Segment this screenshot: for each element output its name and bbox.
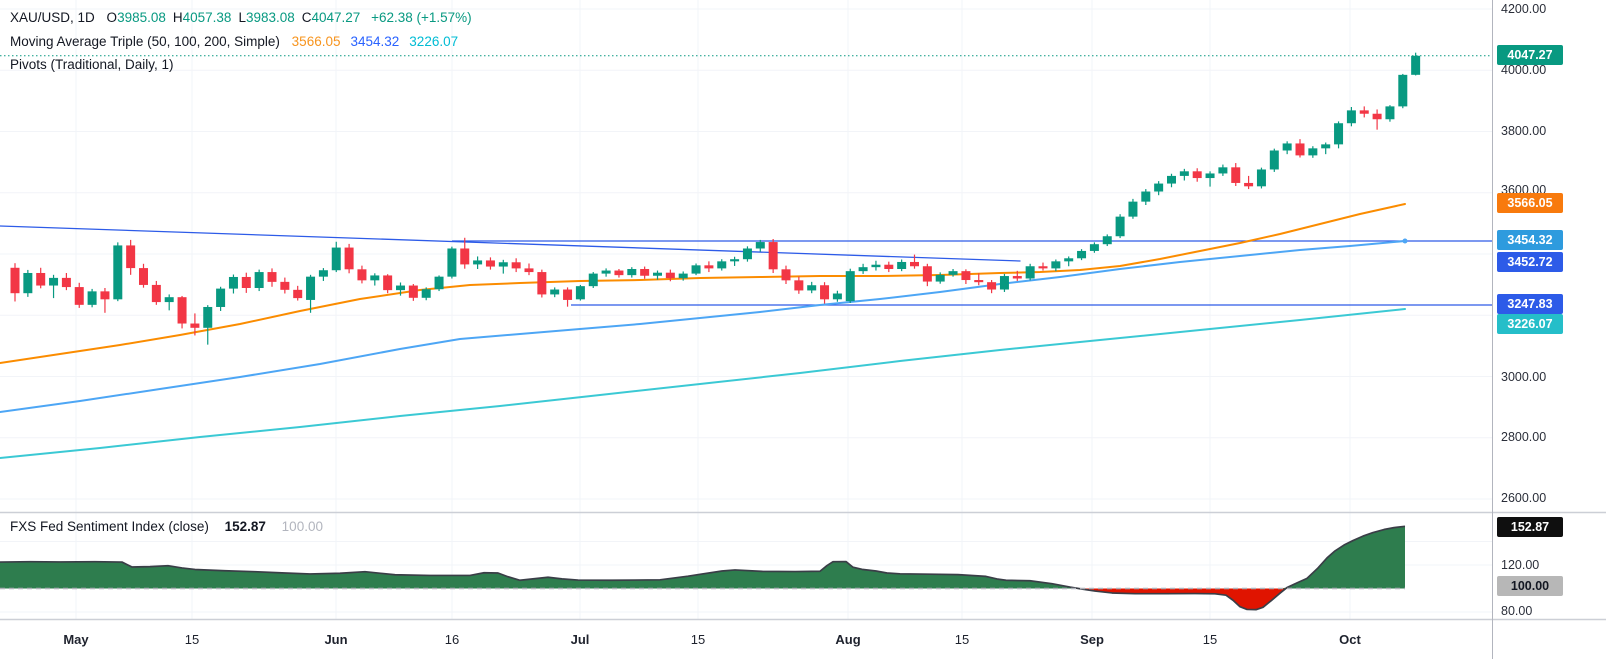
- sentiment-legend-row[interactable]: FXS Fed Sentiment Index (close) 152.87 1…: [10, 519, 323, 534]
- price-axis-label: 3800.00: [1501, 124, 1547, 138]
- ohlc-values: O3985.08 H4057.38 L3983.08 C4047.27: [107, 10, 368, 25]
- time-axis-tick: Aug: [835, 632, 861, 647]
- time-axis-tick: 15: [690, 632, 706, 647]
- price-axis-label: 4000.00: [1501, 63, 1547, 77]
- price-axis-badge: 3454.32: [1497, 230, 1563, 250]
- price-axis-label: 80.00: [1501, 604, 1533, 618]
- price-axis-badge: 152.87: [1497, 517, 1563, 537]
- price-axis-badge: 3226.07: [1497, 314, 1563, 334]
- sentiment-value: 152.87: [224, 519, 266, 534]
- pivots-legend-row[interactable]: Pivots (Traditional, Daily, 1): [10, 57, 174, 72]
- price-axis-badge: 4047.27: [1497, 45, 1563, 65]
- ohlc-item: O3985.08: [106, 10, 166, 25]
- time-axis-tick: Jul: [570, 632, 590, 647]
- ma-value: 3454.32: [350, 34, 400, 49]
- time-axis-tick: Sep: [1080, 632, 1104, 647]
- ma-value: 3226.07: [409, 34, 459, 49]
- ma-title: Moving Average Triple (50, 100, 200, Sim…: [10, 34, 280, 49]
- ohlc-item: L3983.08: [238, 10, 295, 25]
- sentiment-baseline-value: 100.00: [281, 519, 323, 534]
- ohlc-item: C4047.27: [301, 10, 361, 25]
- sentiment-title: FXS Fed Sentiment Index (close): [10, 519, 209, 534]
- time-axis-tick: Oct: [1339, 632, 1361, 647]
- ma-value: 3566.05: [291, 34, 341, 49]
- price-axis-label: 2800.00: [1501, 430, 1547, 444]
- ma-values: 3566.05 3454.32 3226.07: [292, 34, 468, 49]
- time-axis-tick: Jun: [324, 632, 348, 647]
- price-axis-label: 4200.00: [1501, 2, 1547, 16]
- ma-legend-row[interactable]: Moving Average Triple (50, 100, 200, Sim…: [10, 34, 468, 49]
- change-value: +62.38 (+1.57%): [371, 10, 472, 25]
- price-axis[interactable]: 4200.00 4000.00 3800.00 3600.00 3000.00 2800.…: [1493, 0, 1606, 659]
- time-axis-tick: 16: [444, 632, 460, 647]
- price-axis-badge: 3566.05: [1497, 193, 1563, 213]
- symbol-legend-row[interactable]: XAU/USD, 1D O3985.08 H4057.38 L3983.08 C404…: [10, 10, 472, 25]
- time-axis-tick: 15: [954, 632, 970, 647]
- time-axis-tick: May: [63, 632, 89, 647]
- pivots-title: Pivots (Traditional, Daily, 1): [10, 57, 174, 72]
- time-axis[interactable]: May 15 Jun 16 Jul 15 Aug 15 Sep 15 Oct: [0, 620, 1606, 659]
- price-axis-label: 120.00: [1501, 558, 1540, 572]
- price-axis-badge: 3247.83: [1497, 294, 1563, 314]
- price-axis-badge: 100.00: [1497, 576, 1563, 596]
- price-axis-label: 2600.00: [1501, 491, 1547, 505]
- symbol-title: XAU/USD, 1D: [10, 10, 95, 25]
- time-axis-tick: 15: [1202, 632, 1218, 647]
- time-axis-tick: 15: [184, 632, 200, 647]
- price-axis-label: 3000.00: [1501, 370, 1547, 384]
- ohlc-item: H4057.38: [172, 10, 232, 25]
- price-axis-badge: 3452.72: [1497, 252, 1563, 272]
